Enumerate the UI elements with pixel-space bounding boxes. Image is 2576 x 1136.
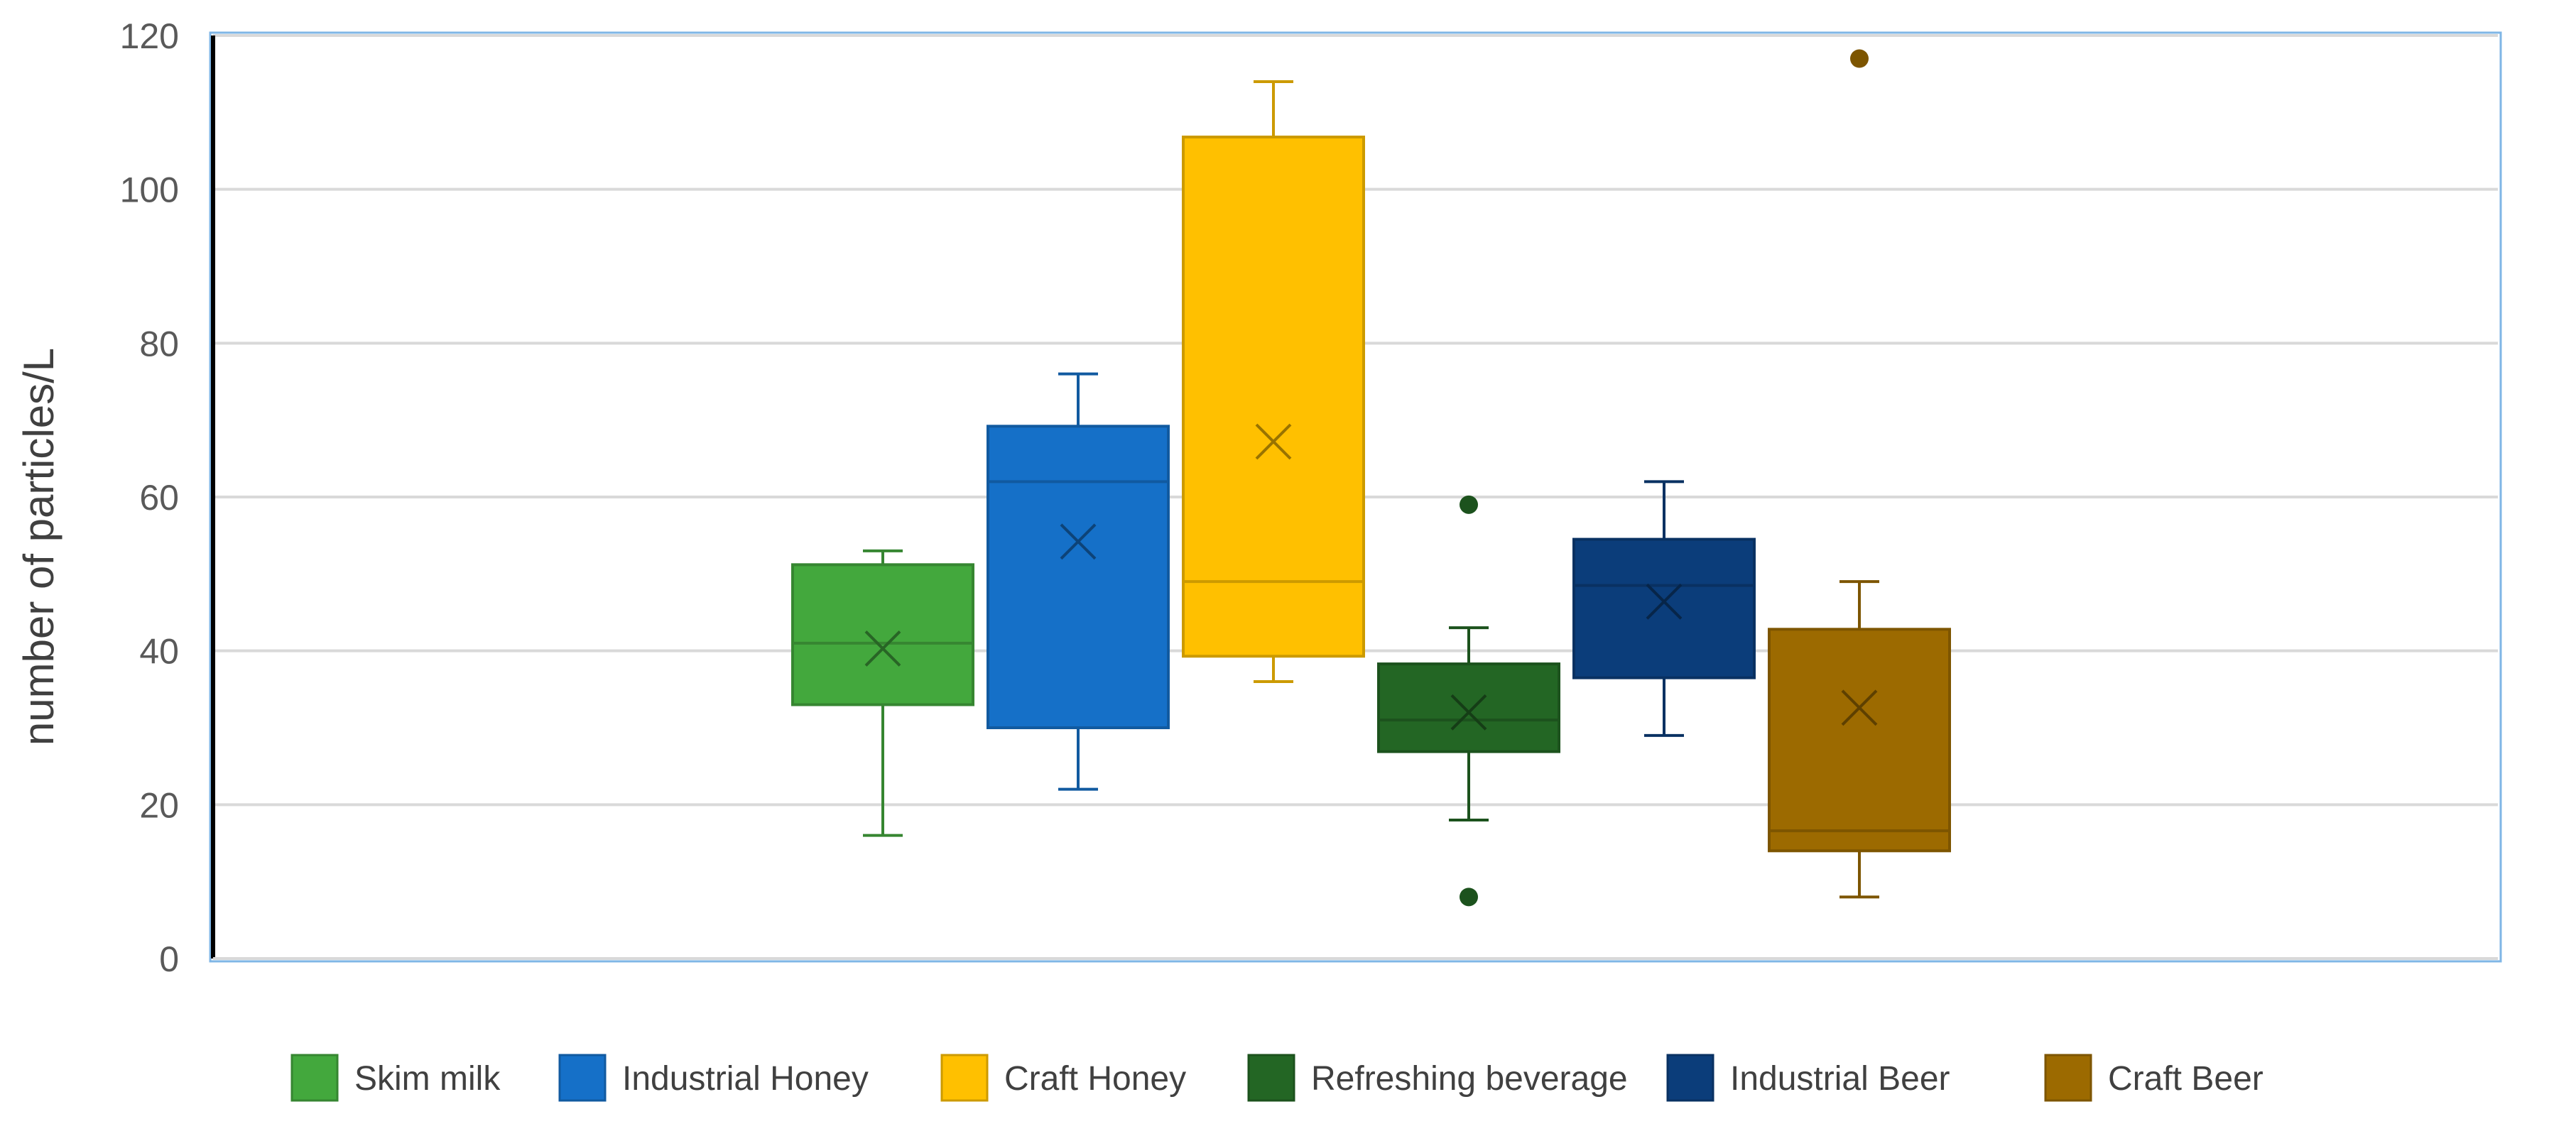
legend-item: Craft Honey bbox=[940, 1054, 1186, 1102]
outlier-point bbox=[1460, 888, 1478, 907]
mean-marker bbox=[1450, 694, 1487, 731]
legend-item: Craft Beer bbox=[2044, 1054, 2263, 1102]
mean-marker bbox=[1646, 583, 1683, 620]
y-tick-label: 40 bbox=[139, 632, 179, 672]
y-tick-label: 120 bbox=[120, 16, 179, 56]
box-iqr bbox=[791, 563, 974, 706]
y-tick-label: 0 bbox=[159, 939, 179, 979]
legend-item: Industrial Honey bbox=[558, 1054, 869, 1102]
legend-label: Industrial Honey bbox=[622, 1060, 869, 1098]
mean-marker bbox=[1060, 523, 1097, 560]
box-iqr bbox=[1377, 662, 1560, 753]
box-iqr bbox=[1768, 628, 1951, 853]
y-tick-label: 20 bbox=[139, 785, 179, 825]
legend-item: Industrial Beer bbox=[1666, 1054, 1950, 1102]
plot-area-border bbox=[209, 31, 2502, 963]
legend-swatch bbox=[940, 1054, 989, 1102]
y-tick-label: 80 bbox=[139, 324, 179, 364]
box-iqr bbox=[1182, 136, 1365, 658]
legend-label: Craft Beer bbox=[2108, 1060, 2263, 1098]
box-iqr bbox=[1572, 537, 1756, 679]
legend-swatch bbox=[558, 1054, 607, 1102]
outlier-point bbox=[1850, 49, 1869, 68]
y-tick-label: 100 bbox=[120, 170, 179, 210]
legend-label: Refreshing beverage bbox=[1311, 1060, 1628, 1098]
box-craft-honey bbox=[1182, 80, 1365, 683]
y-axis-title: number of particles/L bbox=[15, 348, 63, 746]
box-industrial-honey bbox=[987, 372, 1170, 791]
legend-swatch bbox=[1666, 1054, 1714, 1102]
mean-marker bbox=[1841, 689, 1878, 726]
legend-item: Skim milk bbox=[290, 1054, 501, 1102]
legend-label: Craft Honey bbox=[1004, 1060, 1186, 1098]
legend-swatch bbox=[290, 1054, 339, 1102]
y-tick-label: 60 bbox=[139, 478, 179, 518]
legend-swatch bbox=[2044, 1054, 2092, 1102]
box-craft-beer bbox=[1768, 49, 1951, 899]
legend-item: Refreshing beverage bbox=[1247, 1054, 1628, 1102]
mean-marker bbox=[864, 630, 901, 667]
box-iqr bbox=[987, 425, 1170, 729]
mean-marker bbox=[1255, 423, 1292, 460]
legend-label: Industrial Beer bbox=[1730, 1060, 1950, 1098]
outlier-point bbox=[1460, 495, 1478, 514]
box-skim-milk bbox=[791, 549, 974, 837]
box-refreshing-beverage bbox=[1377, 495, 1560, 907]
legend-label: Skim milk bbox=[354, 1060, 501, 1098]
box-industrial-beer bbox=[1572, 480, 1756, 737]
legend-swatch bbox=[1247, 1054, 1295, 1102]
